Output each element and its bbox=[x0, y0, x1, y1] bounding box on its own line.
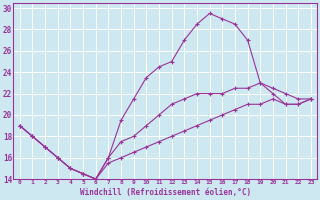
X-axis label: Windchill (Refroidissement éolien,°C): Windchill (Refroidissement éolien,°C) bbox=[80, 188, 251, 197]
